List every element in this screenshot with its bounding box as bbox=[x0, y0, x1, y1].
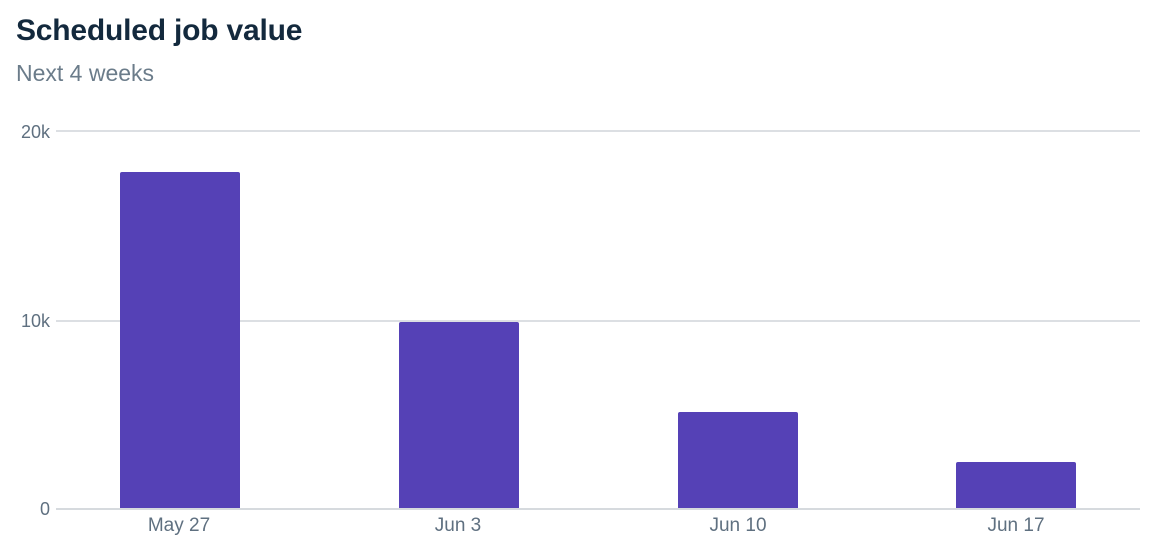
x-tick-label: Jun 3 bbox=[434, 515, 482, 536]
y-tick-label: 10k bbox=[20, 311, 50, 331]
bar-may-27[interactable] bbox=[120, 172, 240, 508]
x-axis-baseline bbox=[56, 508, 1140, 510]
gridline-20k bbox=[56, 130, 1140, 132]
bar-jun-10[interactable] bbox=[678, 412, 798, 508]
x-tick-label: Jun 10 bbox=[709, 515, 767, 536]
y-tick-label: 0 bbox=[39, 499, 50, 519]
x-tick-label: Jun 17 bbox=[987, 515, 1045, 536]
chart-title: Scheduled job value bbox=[16, 14, 303, 47]
chart-subtitle: Next 4 weeks bbox=[16, 60, 155, 86]
bar-jun-17[interactable] bbox=[956, 462, 1076, 508]
x-tick-label: May 27 bbox=[147, 515, 211, 536]
gridline-10k bbox=[56, 320, 1140, 322]
y-tick-label: 20k bbox=[20, 122, 50, 142]
bar-jun-3[interactable] bbox=[399, 321, 519, 508]
